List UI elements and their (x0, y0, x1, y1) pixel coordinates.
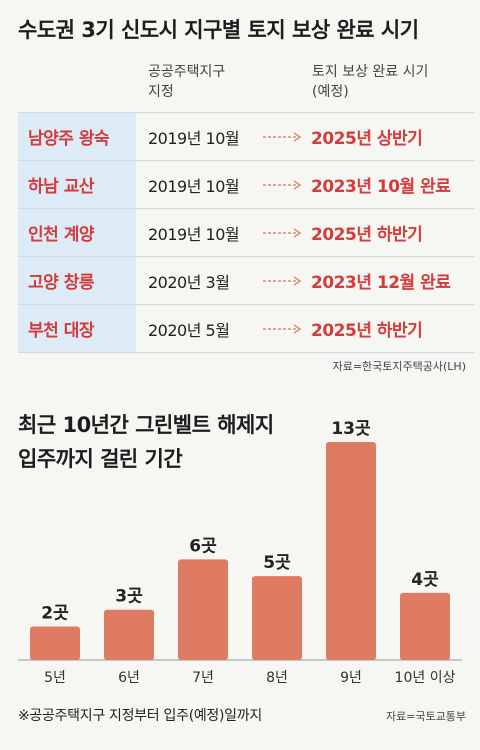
bar (326, 442, 376, 660)
data-label: 13곳 (331, 419, 371, 439)
data-label: 6곳 (189, 536, 217, 556)
header-completion-line1: 토지 보상 완료 시기 (312, 64, 429, 80)
table-row: 남양주 왕숙 2019년 10월 2025년 상반기 (18, 112, 474, 160)
district-name: 남양주 왕숙 (18, 113, 136, 160)
data-label: 4곳 (411, 570, 439, 590)
district-name: 고양 창릉 (18, 257, 136, 304)
header-designation-line1: 공공주택지구 (148, 64, 226, 80)
header-designation-line2: 지정 (148, 84, 174, 100)
table-row: 하남 교산 2019년 10월 2023년 10월 완료 (18, 160, 474, 208)
table-row: 인천 계양 2019년 10월 2025년 하반기 (18, 208, 474, 256)
district-name: 부천 대장 (18, 305, 136, 352)
designation-date: 2019년 10월 (148, 176, 240, 196)
bar (252, 576, 302, 660)
bar (104, 609, 154, 660)
arrow-icon (263, 257, 305, 304)
x-tick-label: 6년 (118, 670, 140, 686)
bar (178, 559, 228, 660)
page-title: 수도권 3기 신도시 지구별 토지 보상 완료 시기 (18, 18, 419, 42)
designation-date: 2019년 10월 (148, 128, 240, 148)
x-tick-label: 9년 (340, 670, 362, 686)
completion-date: 2023년 10월 완료 (311, 177, 451, 197)
compensation-table: 남양주 왕숙 2019년 10월 2025년 상반기 하남 교산 2019년 1… (18, 112, 474, 353)
x-tick-label: 7년 (192, 670, 214, 686)
completion-date: 2025년 상반기 (311, 129, 423, 149)
completion-date: 2025년 하반기 (311, 321, 423, 341)
header-completion: 토지 보상 완료 시기 (예정) (312, 62, 472, 102)
district-name: 하남 교산 (18, 161, 136, 208)
data-label: 3곳 (115, 587, 143, 607)
header-completion-line2: (예정) (312, 84, 349, 100)
chart-source: 자료=국토교통부 (385, 710, 466, 723)
chart-title: 최근 10년간 그린벨트 해제지 입주까지 걸린 기간 (18, 408, 274, 476)
arrow-icon (263, 209, 305, 256)
header-designation: 공공주택지구 지정 (148, 62, 288, 102)
arrow-icon (263, 161, 305, 208)
x-tick-label: 8년 (266, 670, 288, 686)
bar-chart: 2곳 5년 3곳 6년 6곳 7년 5곳 8년 13곳 9년 4곳 10년 이상 (18, 419, 462, 686)
x-tick-label: 10년 이상 (395, 670, 456, 686)
table-row: 부천 대장 2020년 5월 2025년 하반기 (18, 304, 474, 353)
x-tick-label: 5년 (44, 670, 66, 686)
arrow-icon (263, 305, 305, 352)
data-label: 2곳 (41, 603, 69, 623)
designation-date: 2020년 3월 (148, 272, 230, 292)
completion-date: 2025년 하반기 (311, 225, 423, 245)
district-name: 인천 계양 (18, 209, 136, 256)
bar (400, 592, 450, 660)
table-row: 고양 창릉 2020년 3월 2023년 12월 완료 (18, 256, 474, 304)
data-label: 5곳 (263, 553, 291, 573)
chart-title-line1: 최근 10년간 그린벨트 해제지 (18, 413, 274, 437)
bar (30, 626, 80, 660)
completion-date: 2023년 12월 완료 (311, 273, 451, 293)
table-source: 자료=한국토지주택공사(LH) (332, 360, 466, 373)
arrow-icon (263, 113, 305, 160)
designation-date: 2019년 10월 (148, 224, 240, 244)
chart-title-line2: 입주까지 걸린 기간 (18, 447, 183, 471)
chart-note: ※공공주택지구 지정부터 입주(예정)일까지 (18, 708, 262, 724)
designation-date: 2020년 5월 (148, 320, 230, 340)
